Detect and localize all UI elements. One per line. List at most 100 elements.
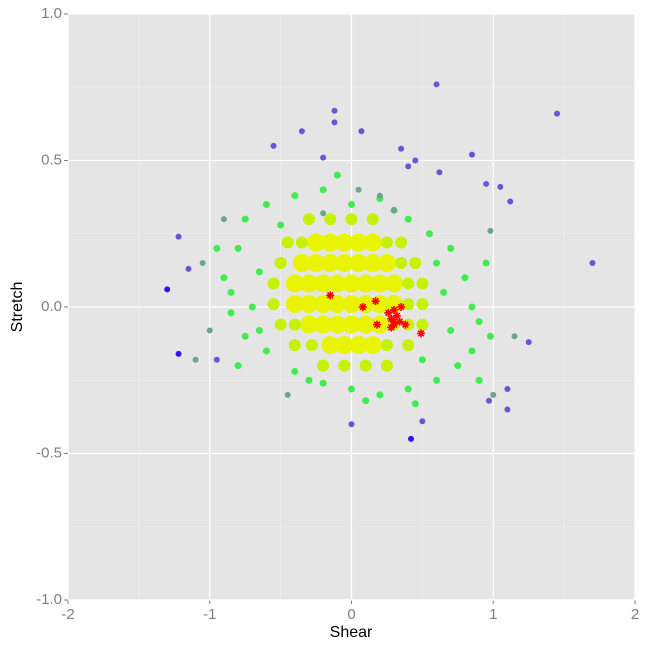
point [398,145,405,152]
point [468,347,476,355]
point [175,350,182,357]
point [206,327,213,334]
star-point [416,329,425,338]
y-tick-label: 1.0 [41,5,62,22]
point [391,207,398,214]
point [164,286,171,293]
point [468,303,476,311]
point [234,362,242,370]
point [433,81,440,88]
point [277,221,285,229]
point [425,230,433,238]
point [408,435,415,442]
point [454,362,462,370]
point [504,406,511,413]
point [358,128,365,135]
point [227,288,235,296]
point [305,339,318,352]
point [416,318,429,331]
y-tick-label: 0.0 [41,298,62,315]
point [270,142,277,149]
point [328,295,347,314]
point [349,336,368,355]
point [298,128,305,135]
point [418,356,426,364]
star-point [371,297,380,306]
point [328,315,347,334]
point [363,233,382,252]
y-axis-title: Stretch [9,282,26,333]
point [447,326,455,334]
point [199,260,206,267]
star-point [387,314,396,323]
point [292,254,311,273]
point [348,200,355,208]
point [248,303,256,311]
y-tick-label: -1.0 [36,591,62,608]
point [468,151,475,158]
x-tick-label: 1 [489,606,497,623]
point [482,259,490,267]
point [291,367,299,375]
point [305,376,313,384]
point [220,216,227,223]
point [307,233,326,252]
star-point [387,323,396,332]
star-point [326,291,335,300]
point [274,257,287,270]
star-point [384,308,393,317]
point [274,318,287,331]
point [487,227,494,234]
point [295,236,308,249]
point [362,397,370,405]
x-tick-label: -2 [61,606,74,623]
point [262,200,270,208]
point [366,213,379,226]
point [241,215,249,223]
point [281,236,294,249]
point [405,163,412,170]
point [412,157,419,164]
point [380,236,393,249]
point [314,315,333,334]
point [345,213,358,226]
point [234,244,242,252]
star-point [401,320,410,329]
point [589,260,596,267]
point [411,400,419,408]
point [321,254,340,273]
point [342,295,361,314]
point [342,315,361,334]
x-tick-label: -1 [203,606,216,623]
point [355,186,362,193]
point [356,274,375,293]
star-point [390,305,399,314]
point [338,359,351,372]
point [255,268,263,276]
point [402,277,415,290]
point [324,213,337,226]
point [175,233,182,240]
point [404,215,412,223]
point [404,385,412,393]
point [433,259,441,267]
point [490,391,497,398]
point [436,169,443,176]
x-tick-label: 0 [347,606,355,623]
point [241,332,249,340]
point [402,339,415,352]
point [335,233,354,252]
point [321,336,340,355]
point [335,254,354,273]
point [475,318,483,326]
point [385,274,404,293]
point [335,336,354,355]
point [288,339,301,352]
point [433,376,441,384]
point [440,288,448,296]
point [285,295,304,314]
point [285,274,304,293]
star-point [373,320,382,329]
point [320,154,327,161]
